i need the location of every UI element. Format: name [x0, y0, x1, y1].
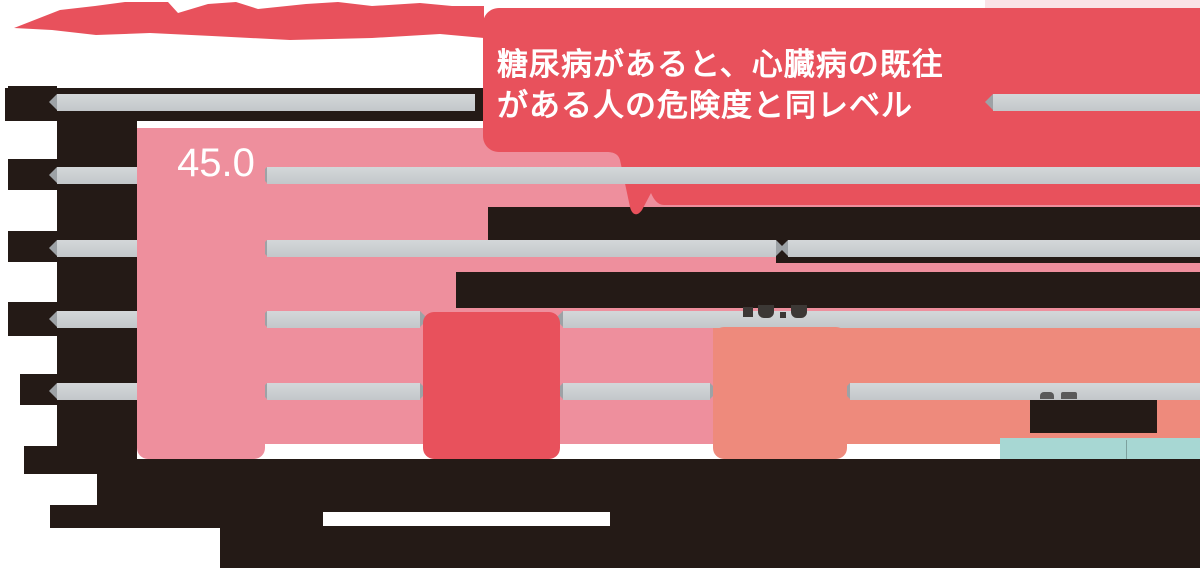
annotation-line2-redacted-block	[456, 272, 1200, 308]
gridline-30-right	[780, 240, 1200, 257]
y-axis-title-redacted-band	[57, 88, 137, 474]
bar4-right-edge-seam	[1126, 440, 1127, 461]
bar1-value-label: 45.0	[177, 141, 255, 185]
gridline-30-mid	[259, 240, 784, 257]
gridline-30-left	[49, 240, 148, 257]
gridline-40-main	[259, 167, 1200, 184]
bar-1-heart-history	[137, 128, 265, 459]
bar2-value-fragment-4	[791, 305, 807, 318]
gridline-20-mid	[259, 311, 428, 328]
annotation-line1-redacted-block	[488, 207, 1200, 242]
bar4-value-fragment-2	[1061, 392, 1077, 399]
x-axis-line	[50, 459, 1200, 472]
gridline-20-left	[49, 311, 148, 328]
callout-text: 糖尿病があると、心臓病の既往 がある人の危険度と同レベル	[497, 44, 1057, 126]
gridline-10-right	[842, 383, 1200, 400]
source-caption-redacted-block	[220, 526, 1200, 568]
y-tick-label-30-redacted	[8, 231, 57, 262]
callout-bubble	[483, 8, 1200, 215]
bar2-value-fragment-2	[758, 305, 774, 318]
bar2-value-fragment-3	[780, 312, 786, 318]
y-tick-label-40-redacted	[8, 159, 57, 190]
bar-2-diabetes	[423, 312, 560, 459]
bar-3	[713, 327, 847, 459]
pale-pink-sliver	[985, 0, 1200, 8]
category-labels-redacted-left	[50, 505, 323, 528]
callout-text-line1: 糖尿病があると、心臓病の既往	[497, 47, 944, 82]
gridline-10-left	[49, 383, 148, 400]
gridline-50-left	[49, 94, 475, 111]
gridline-50-right	[985, 94, 1200, 111]
gridline-10-mid2	[555, 383, 718, 400]
gridline-20-right	[555, 311, 1200, 328]
gridline-40-left	[49, 167, 148, 184]
y-tick-label-50-redacted	[8, 86, 57, 112]
gridline-10-mid1	[259, 383, 428, 400]
category-labels-redacted-right	[610, 505, 1200, 528]
callout-text-line2: がある人の危険度と同レベル	[497, 88, 913, 123]
bar4-value-label-redacted-block	[1030, 398, 1157, 433]
bar2-value-fragment-1	[743, 307, 753, 317]
bar4-value-fragment-1	[1040, 392, 1054, 399]
title-brush-stroke	[14, 2, 484, 40]
y-tick-label-20-redacted	[8, 302, 57, 336]
bar4-teal-band	[1000, 438, 1200, 461]
